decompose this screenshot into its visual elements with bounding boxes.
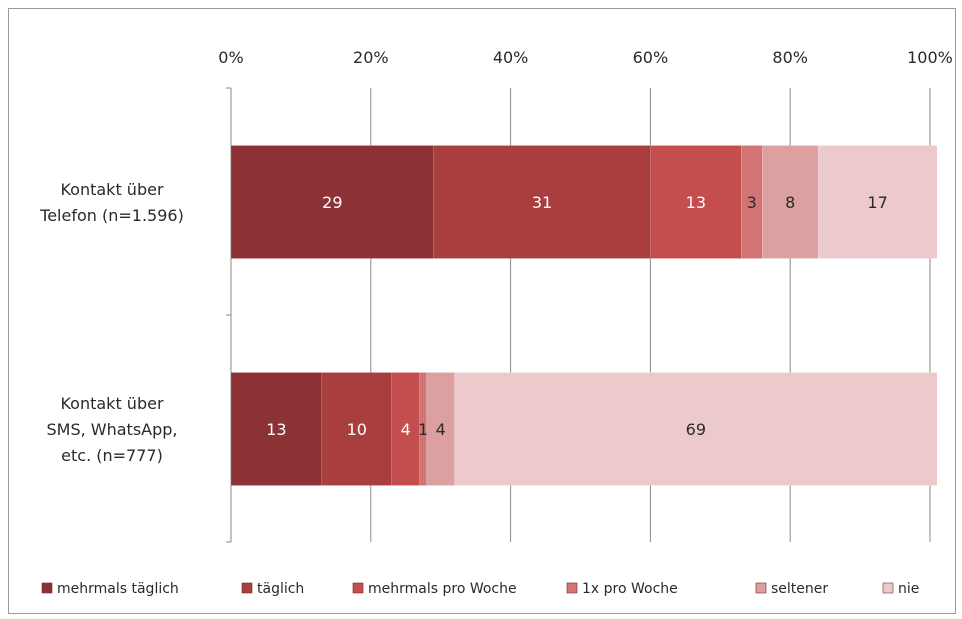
data-label: 29 bbox=[322, 193, 342, 212]
bars: 29 31 13 3 8 17 13 10 4 1 4 69 bbox=[230, 145, 938, 486]
category-label: Kontakt über Telefon (n=1.596) bbox=[39, 180, 184, 225]
x-tick-label: 20% bbox=[353, 48, 389, 67]
bar-segment bbox=[391, 372, 420, 486]
data-label: 3 bbox=[747, 193, 757, 212]
legend-swatch bbox=[241, 582, 253, 594]
legend-label: nie bbox=[898, 581, 919, 597]
bar-segment bbox=[426, 372, 455, 486]
legend-label: mehrmals täglich bbox=[57, 581, 179, 597]
data-label: 69 bbox=[686, 420, 706, 439]
bar-segment bbox=[650, 145, 742, 259]
legend-swatch bbox=[352, 582, 364, 594]
data-label: 4 bbox=[436, 420, 446, 439]
data-label: 10 bbox=[347, 420, 367, 439]
x-tick-label: 80% bbox=[772, 48, 808, 67]
category-label: Kontakt über SMS, WhatsApp, etc. (n=777) bbox=[46, 394, 177, 465]
data-label: 17 bbox=[867, 193, 887, 212]
legend-label: täglich bbox=[257, 581, 304, 597]
bar-segment bbox=[433, 145, 651, 259]
legend-swatch bbox=[882, 582, 894, 594]
bar-segment bbox=[817, 145, 938, 259]
legend-label: seltener bbox=[771, 581, 828, 597]
x-tick-label: 100% bbox=[907, 48, 953, 67]
x-tick-label: 60% bbox=[633, 48, 669, 67]
x-tick-label: 0% bbox=[218, 48, 243, 67]
data-label: 31 bbox=[532, 193, 552, 212]
bar-segment bbox=[321, 372, 393, 486]
data-label: 8 bbox=[785, 193, 795, 212]
legend-swatch bbox=[566, 582, 578, 594]
chart-frame bbox=[8, 8, 956, 614]
data-label: 13 bbox=[686, 193, 706, 212]
legend-label: 1x pro Woche bbox=[582, 581, 678, 597]
bar-segment bbox=[454, 372, 938, 486]
legend: mehrmals täglich täglich mehrmals pro Woch… bbox=[41, 581, 919, 597]
data-label: 1 bbox=[418, 420, 428, 439]
data-label: 13 bbox=[266, 420, 286, 439]
x-axis-ticks: 0% 20% 40% 60% 80% 100% bbox=[218, 48, 953, 67]
bar-segment bbox=[230, 145, 434, 259]
x-tick-label: 40% bbox=[493, 48, 529, 67]
legend-swatch bbox=[755, 582, 767, 594]
bar-segment bbox=[761, 145, 819, 259]
legend-swatch bbox=[41, 582, 53, 594]
data-label: 4 bbox=[401, 420, 411, 439]
bar-segment bbox=[230, 372, 323, 486]
category-labels: Kontakt über Telefon (n=1.596) Kontakt übe… bbox=[39, 180, 184, 465]
legend-label: mehrmals pro Woche bbox=[368, 581, 517, 597]
